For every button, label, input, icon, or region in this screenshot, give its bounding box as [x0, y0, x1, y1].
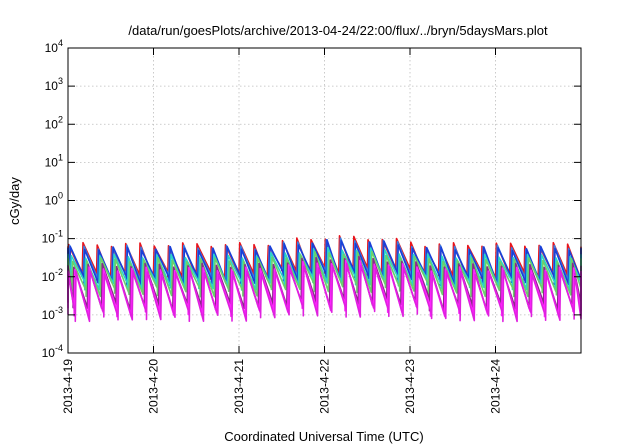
y-tick-base: 10 [45, 41, 59, 55]
series-lines [67, 235, 582, 323]
y-axis-label: cGy/day [7, 177, 22, 225]
x-tick-label: 2013-4-21 [232, 359, 246, 414]
y-tick-base: 10 [45, 194, 59, 208]
y-tick-exponent: 4 [58, 38, 63, 48]
y-tick-base: 10 [45, 155, 59, 169]
y-tick-exponent: -2 [55, 267, 63, 277]
y-tick-exponent: -4 [55, 343, 63, 353]
y-tick-base: 10 [42, 232, 56, 246]
y-tick-exponent: 3 [58, 76, 63, 86]
chart-title: /data/run/goesPlots/archive/2013-04-24/2… [128, 23, 548, 38]
y-tick-exponent: 0 [58, 191, 63, 201]
y-tick-exponent: 2 [58, 114, 63, 124]
y-tick-label: 103 [45, 76, 63, 93]
x-tick-label: 2013-4-19 [61, 359, 75, 414]
y-tick-exponent: -1 [55, 229, 63, 239]
y-tick-label: 102 [45, 114, 63, 131]
axis-ticks [67, 47, 581, 354]
y-tick-base: 10 [45, 117, 59, 131]
y-tick-label: 10-3 [42, 305, 63, 322]
x-tick-label: 2013-4-22 [318, 359, 332, 414]
x-tick-labels: 2013-4-19 2013-4-20 2013-4-21 2013-4-22 2013… [61, 359, 503, 414]
series-line [67, 262, 582, 323]
series-line [67, 239, 582, 287]
y-tick-exponent: 1 [58, 152, 63, 162]
y-tick-label: 100 [45, 191, 63, 208]
y-tick-base: 10 [42, 346, 56, 360]
series-line [67, 250, 582, 298]
y-tick-label: 101 [45, 152, 63, 169]
y-tick-base: 10 [42, 270, 56, 284]
x-axis-label: Coordinated Universal Time (UTC) [224, 429, 423, 444]
x-tick-label: 2013-4-24 [489, 359, 503, 414]
x-tick-label: 2013-4-20 [147, 359, 161, 414]
y-tick-label: 104 [45, 38, 63, 55]
y-tick-base: 10 [45, 79, 59, 93]
y-tick-label: 10-4 [42, 343, 63, 360]
y-tick-base: 10 [42, 308, 56, 322]
y-tick-label: 10-2 [42, 267, 63, 284]
x-tick-label: 2013-4-23 [403, 359, 417, 414]
y-tick-label: 10-1 [42, 229, 63, 246]
y-tick-exponent: -3 [55, 305, 63, 315]
